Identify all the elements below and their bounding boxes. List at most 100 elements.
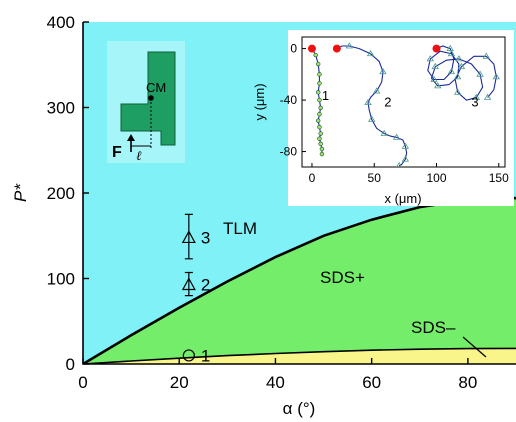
inset-x-tick-label: 50 xyxy=(368,171,382,185)
trajectory-marker xyxy=(315,90,321,95)
data-point-marker xyxy=(181,230,196,244)
x-axis-title: α (°) xyxy=(283,399,316,418)
inset-y-tick-label: 0 xyxy=(290,42,297,56)
trajectory-marker xyxy=(379,67,387,75)
force-arrow-head xyxy=(127,134,135,141)
trajectory-marker xyxy=(492,73,500,80)
trajectory-inset: 0 50 100 150 0 -40 -80 1 2 3 x (μm) y (μm) xyxy=(252,30,514,206)
region-label-sds-minus: SDS– xyxy=(411,318,456,337)
trajectory-marker xyxy=(447,67,456,75)
trajectory-marker xyxy=(476,70,484,77)
x-axis-ticks: 0 20 40 60 80 xyxy=(78,358,477,392)
sds-plus-sds-minus-boundary xyxy=(83,347,516,364)
inset-x-tick-label: 0 xyxy=(309,171,316,185)
error-bar xyxy=(184,271,193,297)
trajectory-marker xyxy=(373,87,381,94)
x-tick-label: 60 xyxy=(362,373,381,392)
data-point-label: 1 xyxy=(201,346,210,365)
error-bar xyxy=(184,213,193,260)
trajectory-marker xyxy=(401,142,410,149)
trajectory-marker xyxy=(396,161,403,167)
region-label-sds-plus: SDS+ xyxy=(320,268,365,287)
trajectories xyxy=(307,42,500,167)
trajectory-marker xyxy=(345,42,354,49)
trajectory-marker xyxy=(426,55,434,62)
trajectory-marker xyxy=(447,49,456,57)
inset-y-tick-label: -80 xyxy=(280,145,298,159)
trajectory-labels: 1 2 3 xyxy=(322,88,479,109)
body-diagram-inset: CM F ℓ xyxy=(107,41,185,164)
lever-arm-label: ℓ xyxy=(136,149,142,164)
data-point-marker xyxy=(181,277,196,291)
trajectory-marker xyxy=(482,52,491,59)
force-label: F xyxy=(112,144,122,161)
sds-plus-region xyxy=(83,198,516,364)
trajectory-marker xyxy=(457,62,466,70)
y-axis-title: P* xyxy=(11,183,30,202)
trajectory-start-dot xyxy=(432,44,441,53)
data-point-label: 2 xyxy=(201,275,210,294)
inset-frame xyxy=(301,36,506,168)
y-tick-label: 300 xyxy=(47,99,75,118)
trajectory-marker xyxy=(453,88,462,95)
x-tick-label: 80 xyxy=(458,373,477,392)
trajectory-marker xyxy=(317,136,322,141)
x-tick-label: 20 xyxy=(170,373,189,392)
trajectory-marker xyxy=(453,73,462,80)
trajectory-marker xyxy=(317,112,322,117)
trajectory-marker xyxy=(366,49,375,57)
trajectory-start-dot xyxy=(332,44,341,53)
trajectory-marker xyxy=(446,44,454,51)
data-point-marker xyxy=(182,349,195,362)
trajectory-marker xyxy=(319,151,325,157)
y-tick-label: 0 xyxy=(66,355,75,374)
x-tick-label: 40 xyxy=(266,373,285,392)
inset-background xyxy=(288,30,514,206)
trajectory-marker xyxy=(318,105,323,110)
l-shaped-body xyxy=(120,51,176,146)
trajectory-start-dot xyxy=(307,44,316,53)
inset-y-tick-label: -40 xyxy=(280,93,298,107)
trajectory-label: 1 xyxy=(322,88,329,103)
trajectory-marker xyxy=(313,52,318,58)
cm-label: CM xyxy=(146,80,166,95)
sds-minus-pointer-line xyxy=(462,336,487,358)
trajectory-marker xyxy=(401,155,410,162)
inset-x-tick-label: 150 xyxy=(489,171,509,185)
trajectory-marker xyxy=(319,146,325,152)
y-tick-label: 100 xyxy=(47,270,75,289)
trajectory-marker xyxy=(364,98,372,106)
inset-x-axis-title: x (μm) xyxy=(384,191,421,206)
trajectory-marker xyxy=(483,93,492,100)
trajectory-marker xyxy=(315,118,321,123)
region-label-tlm: TLM xyxy=(223,219,257,238)
trajectory-marker xyxy=(315,61,321,67)
trajectory-marker xyxy=(317,72,322,77)
y-tick-label: 400 xyxy=(47,13,75,32)
trajectory-marker xyxy=(430,75,438,82)
trajectory-marker xyxy=(317,81,322,86)
trajectory-label: 3 xyxy=(471,95,478,110)
trajectory-marker xyxy=(380,129,388,136)
inset-ticks: 0 50 100 150 0 -40 -80 xyxy=(280,42,509,185)
x-tick-label: 0 xyxy=(78,373,87,392)
trajectory-marker xyxy=(434,82,442,89)
trajectory-marker xyxy=(317,97,322,103)
trajectory-marker xyxy=(318,131,323,136)
trajectory-marker xyxy=(317,124,322,130)
trajectory-marker xyxy=(472,93,481,100)
trajectory-marker xyxy=(392,133,401,140)
trajectory-label: 2 xyxy=(384,95,391,110)
trajectory-line xyxy=(427,45,497,101)
trajectory-marker xyxy=(455,55,463,62)
data-points: 1 2 3 xyxy=(181,213,210,365)
y-tick-label: 200 xyxy=(47,184,75,203)
y-axis-ticks: 0 100 200 300 400 xyxy=(47,13,89,374)
inset-y-axis-title: y (μm) xyxy=(252,83,267,120)
trajectory-line xyxy=(311,48,323,155)
data-point-label: 3 xyxy=(201,228,210,247)
trajectory-marker xyxy=(431,62,439,70)
trajectory-marker xyxy=(368,115,376,122)
inset-x-tick-label: 100 xyxy=(426,171,446,185)
